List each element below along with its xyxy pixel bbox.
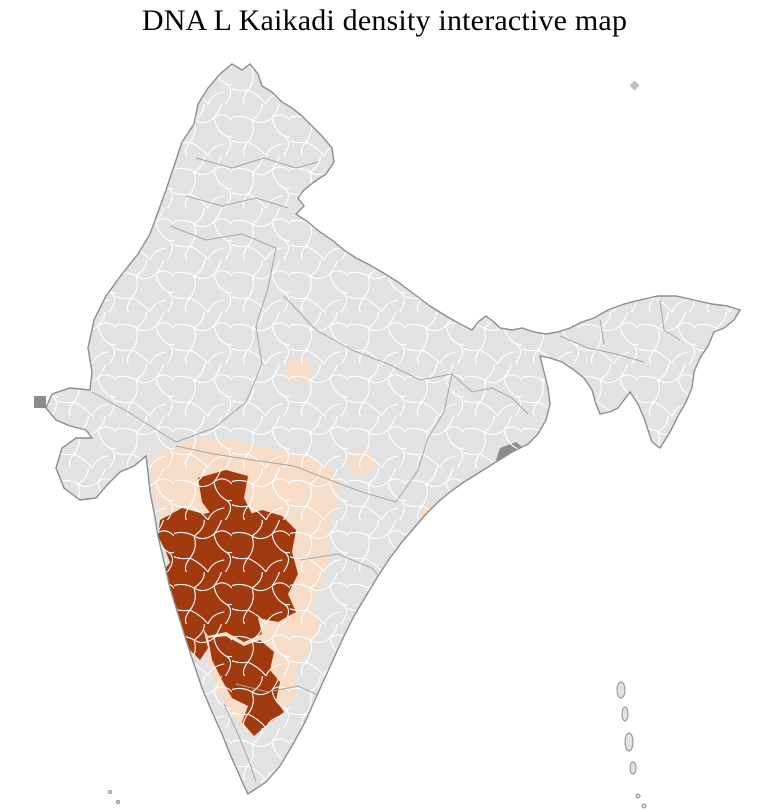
no-data-marks[interactable] [34, 80, 640, 408]
andaman-island[interactable] [624, 732, 634, 752]
lakshadweep-island[interactable] [108, 790, 112, 794]
andaman-island[interactable] [629, 761, 637, 775]
no-data-region-west[interactable] [34, 396, 46, 408]
andaman-island[interactable] [621, 706, 629, 722]
map-title: DNA L Kaikadi density interactive map [141, 4, 628, 37]
nicobar-island[interactable] [641, 803, 647, 809]
andaman-island[interactable] [616, 681, 626, 699]
islands[interactable] [108, 681, 647, 809]
lakshadweep-island[interactable] [116, 800, 120, 804]
no-data-region-northeast-speck [629, 80, 640, 91]
nicobar-island[interactable] [635, 793, 641, 799]
